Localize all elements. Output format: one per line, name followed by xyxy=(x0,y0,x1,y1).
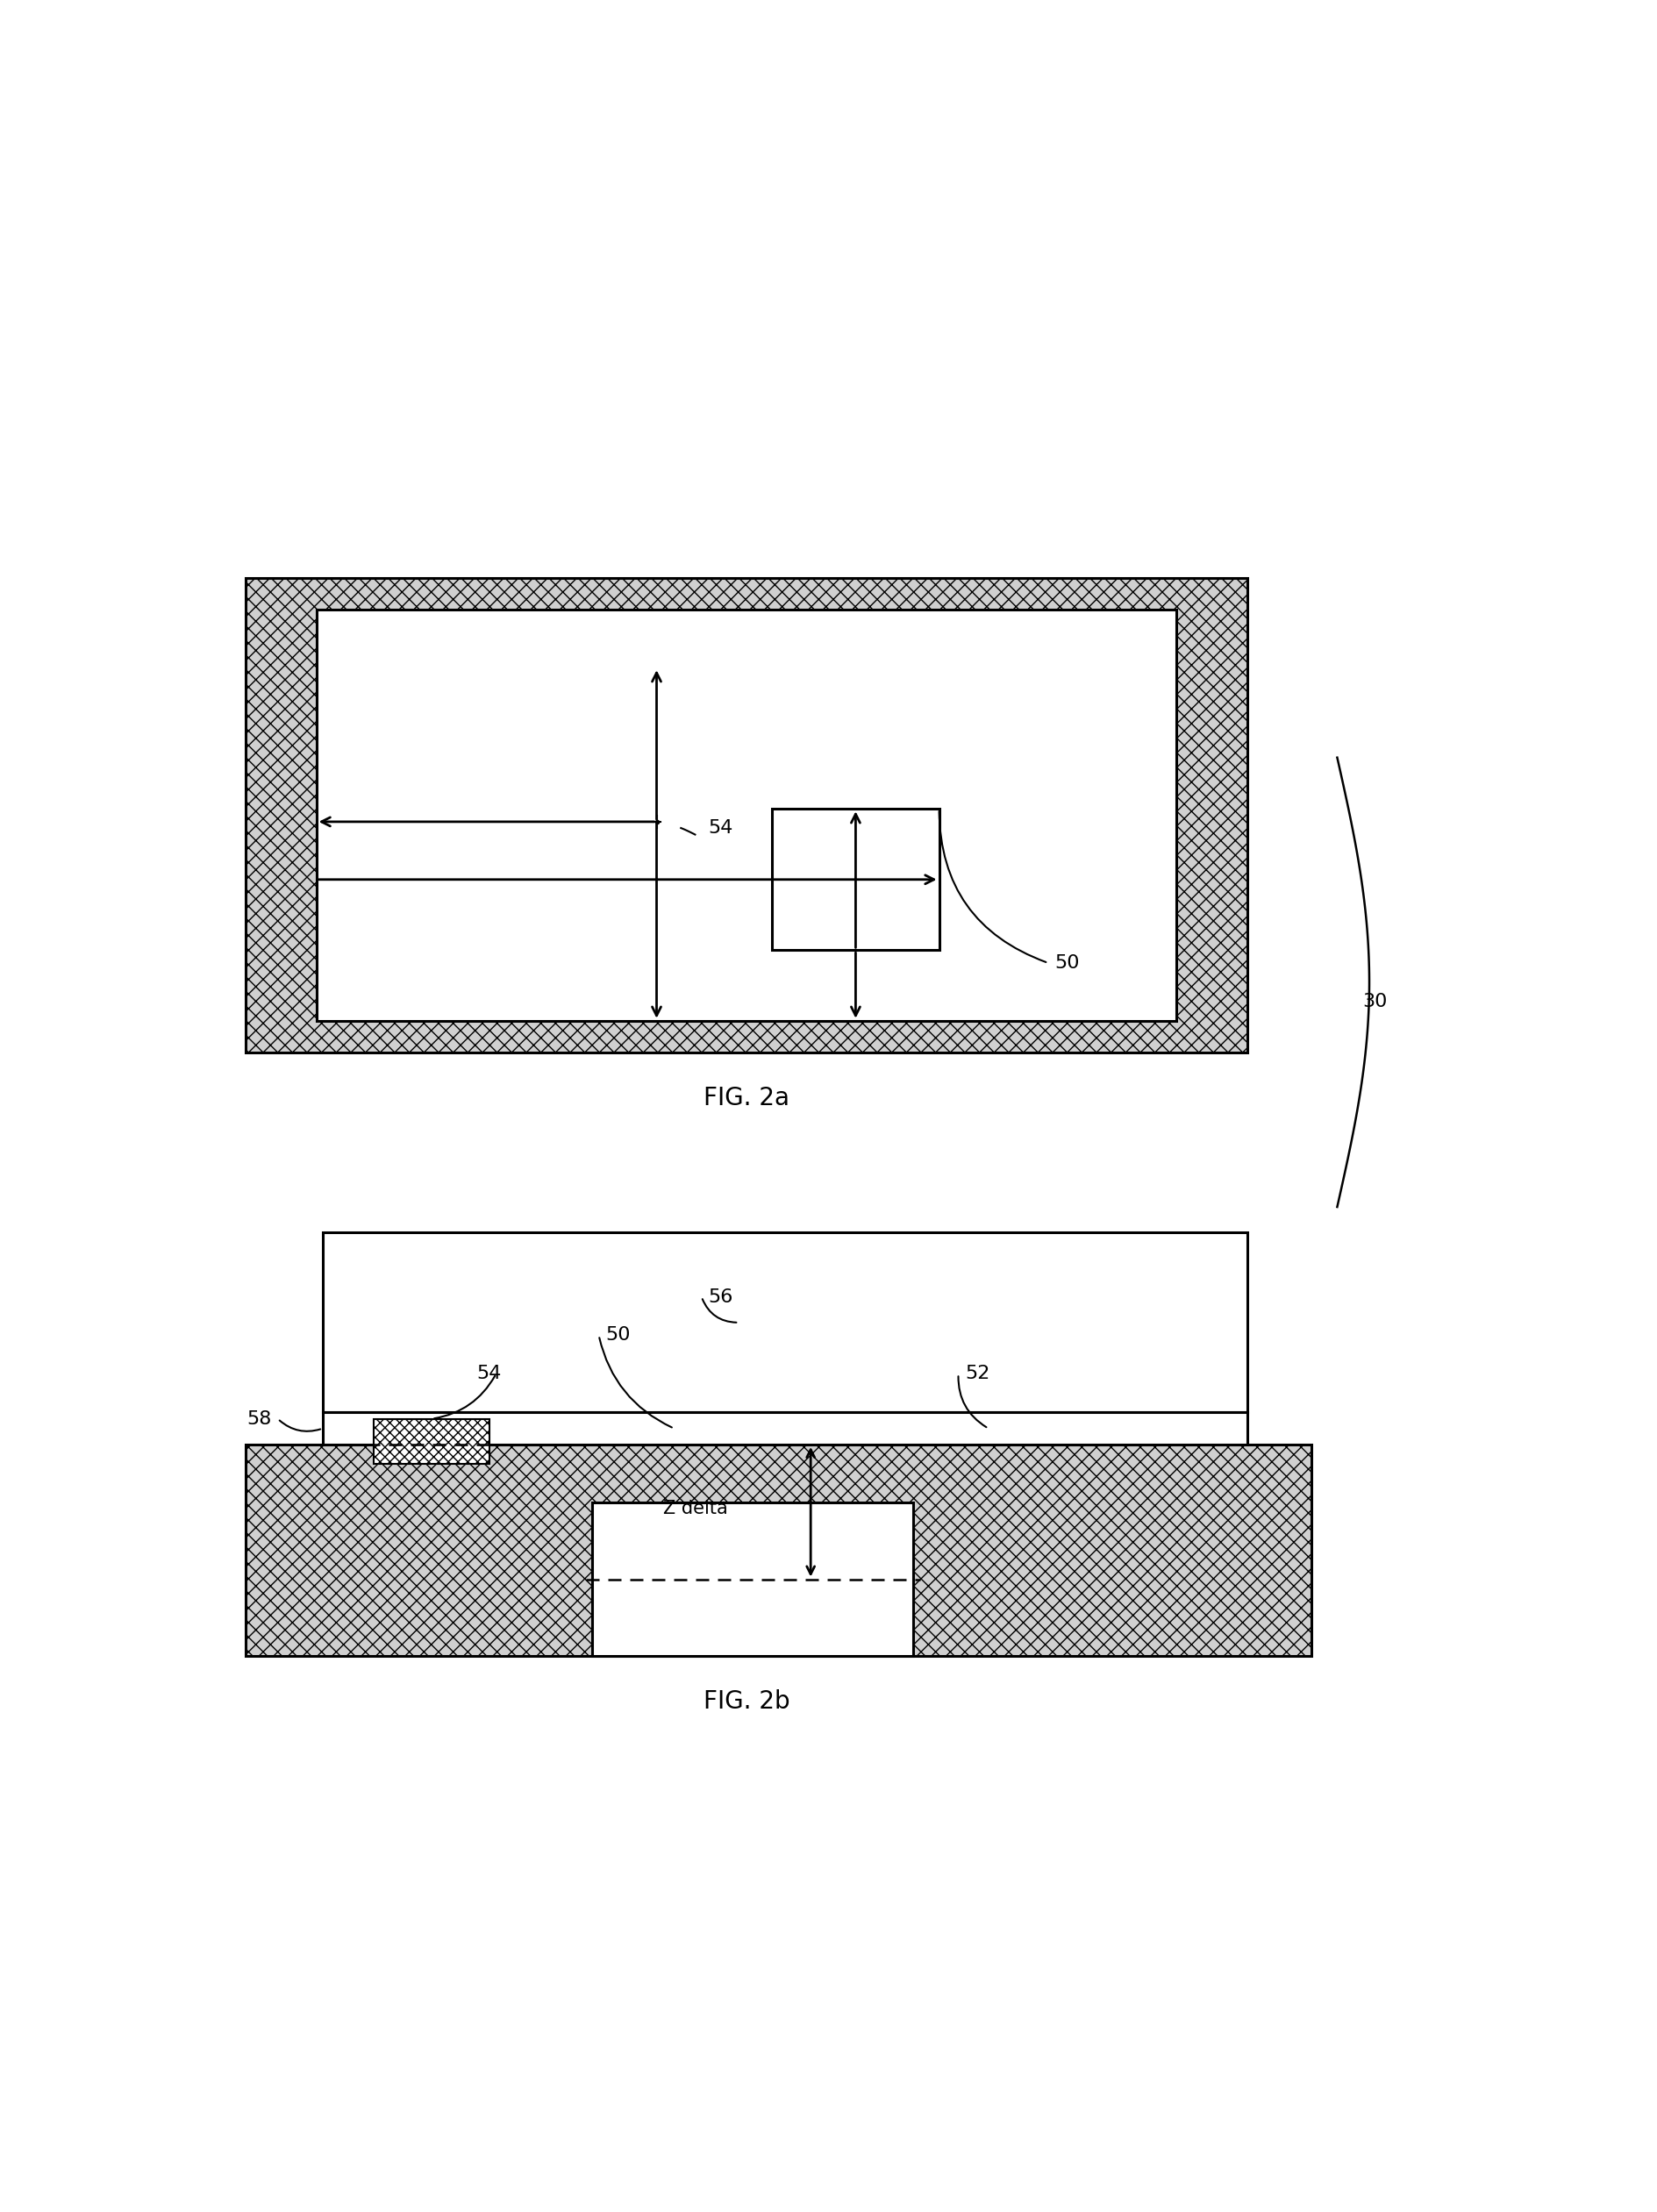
Text: 58: 58 xyxy=(247,1409,272,1427)
Text: Z delta: Z delta xyxy=(663,1500,727,1517)
Text: 52: 52 xyxy=(964,1365,989,1382)
Text: FIG. 2a: FIG. 2a xyxy=(704,1086,789,1110)
Bar xyxy=(245,577,1248,1053)
Text: 50: 50 xyxy=(605,1327,630,1345)
Text: 54: 54 xyxy=(477,1365,502,1382)
Bar xyxy=(323,1413,1248,1444)
Text: 30: 30 xyxy=(1364,993,1389,1011)
Bar xyxy=(316,611,1176,1020)
Text: 54: 54 xyxy=(708,818,732,836)
Text: 50: 50 xyxy=(1056,953,1080,971)
Bar xyxy=(772,810,940,951)
Text: 56: 56 xyxy=(708,1287,732,1305)
Bar xyxy=(374,1418,490,1464)
Text: FIG. 2b: FIG. 2b xyxy=(703,1690,790,1714)
Bar xyxy=(245,1444,1312,1657)
Bar xyxy=(593,1502,913,1657)
Bar xyxy=(323,1232,1248,1413)
